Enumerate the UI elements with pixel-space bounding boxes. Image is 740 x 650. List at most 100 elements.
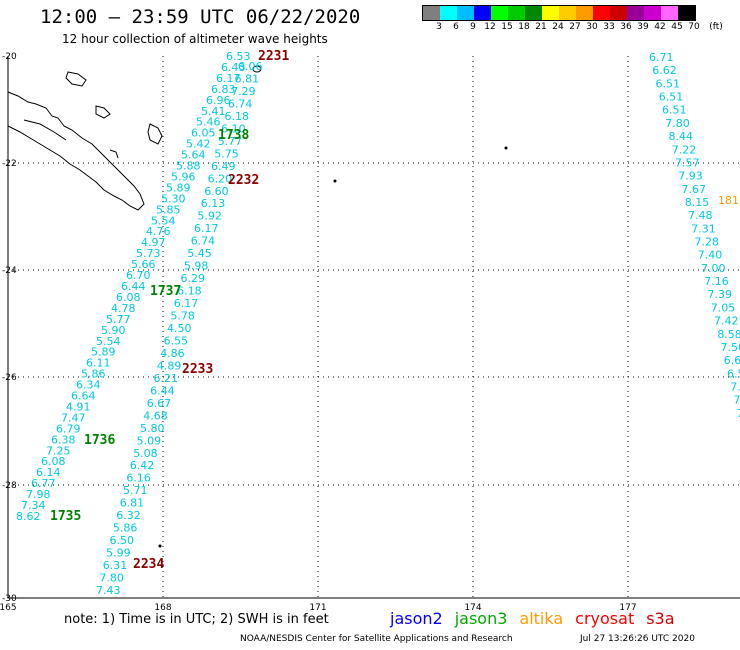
- swh-value-east-track: 7: [737, 407, 740, 420]
- swh-value-east-track: 8.44: [669, 130, 694, 143]
- swh-value-west-track: 6.81: [120, 497, 145, 510]
- swh-value-east-track: 6.5: [727, 367, 740, 380]
- legend-item-jason2: jason2: [390, 609, 443, 628]
- swh-value-west-track: 5.09: [137, 434, 162, 447]
- swh-value-west-track: 5.90: [101, 324, 126, 337]
- swh-value-east-track: 7.39: [708, 288, 733, 301]
- swh-value-west-track: 6.55: [164, 335, 189, 348]
- satellite-legend: jason2 jason3 altika cryosat s3a: [390, 609, 687, 628]
- color-swatch: [627, 6, 644, 20]
- swh-value-west-track: 8.62: [16, 510, 41, 523]
- swh-value-east-track: 7.40: [698, 249, 723, 262]
- swh-value-west-track: 5.30: [161, 192, 186, 205]
- longitude-label: 171: [309, 603, 326, 613]
- swh-value-west-track: 6.74: [228, 97, 253, 110]
- color-swatch: [508, 6, 525, 20]
- swh-value-west-track: 6.50: [110, 534, 135, 547]
- swh-value-west-track: 6.32: [116, 509, 141, 522]
- color-swatch: [644, 6, 661, 20]
- swh-value-east-track: 7.42: [714, 315, 739, 328]
- color-swatch: [491, 6, 508, 20]
- swh-value-east-track: 7.00: [701, 262, 726, 275]
- swh-value-east-track: 6.51: [656, 77, 681, 90]
- swh-value-west-track: 5.08: [133, 447, 158, 460]
- swh-value-west-track: 6.18: [177, 285, 202, 298]
- swh-value-west-track: 6.77: [31, 477, 56, 490]
- color-scale-label: 6: [453, 22, 459, 32]
- pass-time-label: 1737: [150, 284, 181, 299]
- swh-value-east-track: 7.28: [695, 236, 720, 249]
- swh-value-west-track: 5.86: [113, 522, 137, 535]
- color-scale-label: 33: [603, 22, 615, 32]
- color-scale-label: 70: [688, 22, 700, 32]
- swh-value-west-track: 4.76: [146, 225, 171, 238]
- footer-note: note: 1) Time is in UTC; 2) SWH is in fe…: [64, 612, 329, 627]
- latitude-label: -28: [2, 481, 17, 491]
- swh-value-west-track: 7.29: [231, 85, 256, 98]
- swh-value-west-track: 6.53: [226, 50, 251, 63]
- swh-value-west-track: 5.66: [131, 258, 156, 271]
- swh-value-east-track: 8.58: [717, 328, 740, 341]
- color-swatch: [542, 6, 559, 20]
- color-scale-bar: [422, 5, 696, 21]
- swh-value-west-track: 6.44: [121, 280, 146, 293]
- swh-value-east-track: 7.93: [678, 170, 703, 183]
- swh-value-west-track: 6.14: [36, 466, 61, 479]
- color-scale-unit: (ft): [709, 22, 723, 32]
- swh-value-west-track: 6.83: [211, 83, 236, 96]
- swh-value-west-track: 5.71: [123, 484, 148, 497]
- swh-value-west-track: 6.06: [238, 60, 263, 73]
- swh-value-west-track: 5.89: [91, 346, 116, 359]
- swh-value-west-track: 6.64: [71, 390, 96, 403]
- page-title: 12:00 – 23:59 UTC 06/22/2020: [40, 6, 361, 28]
- swh-value-west-track: 5.64: [181, 149, 206, 162]
- swh-value-west-track: 4.68: [143, 409, 168, 422]
- color-scale-label: 36: [620, 22, 632, 32]
- swh-value-west-track: 5.78: [170, 310, 195, 323]
- swh-value-east-track: 7: [734, 394, 740, 407]
- swh-value-west-track: 6.34: [76, 379, 101, 392]
- swh-value-east-track: 7.67: [682, 183, 707, 196]
- swh-value-west-track: 4.86: [160, 347, 185, 360]
- swh-value-west-track: 4.97: [141, 236, 166, 249]
- swh-value-west-track: 7.43: [96, 584, 121, 597]
- swh-value-west-track: 6.44: [150, 384, 175, 397]
- swh-value-west-track: 5.46: [196, 116, 221, 129]
- swh-value-west-track: 5.41: [201, 105, 226, 118]
- color-swatch: [457, 6, 474, 20]
- swh-value-west-track: 6.10: [221, 122, 246, 135]
- swh-value-west-track: 5.77: [218, 135, 243, 148]
- pass-time-label: 2232: [228, 173, 259, 188]
- swh-value-west-track: 6.16: [126, 472, 150, 485]
- swh-value-east-track: 7.31: [691, 222, 716, 235]
- color-swatch: [610, 6, 627, 20]
- legend-item-altika: altika: [519, 609, 564, 628]
- swh-value-west-track: 5.80: [140, 422, 165, 435]
- longitude-label: 174: [464, 603, 481, 613]
- swh-value-west-track: 5.85: [156, 203, 181, 216]
- swh-value-west-track: 5.45: [187, 247, 212, 260]
- latitude-label: -20: [2, 52, 17, 62]
- swh-value-west-track: 5.88: [176, 160, 201, 173]
- swh-value-east-track: 7.50: [721, 341, 740, 354]
- swh-value-west-track: 7.98: [26, 488, 51, 501]
- swh-value-altika: 181: [718, 194, 739, 207]
- swh-value-west-track: 6.38: [51, 433, 76, 446]
- swh-value-west-track: 6.21: [154, 372, 179, 385]
- pass-time-label: 1735: [50, 509, 81, 524]
- swh-value-west-track: 5.99: [106, 547, 131, 560]
- latitude-label: -26: [2, 373, 17, 383]
- swh-value-west-track: 6.18: [225, 110, 250, 123]
- credit-line: NOAA/NESDIS Center for Satellite Applica…: [240, 634, 513, 644]
- color-swatch: [678, 6, 695, 20]
- color-scale-label: 39: [637, 22, 649, 32]
- swh-value-west-track: 6.60: [204, 185, 229, 198]
- pass-time-labels: 2231 1738 2232 1737 2233 1736 1735 2234: [50, 49, 289, 572]
- swh-value-east-track: 6.71: [649, 51, 674, 64]
- swh-value-west-track: 6.29: [181, 272, 206, 285]
- pass-time-label: 2234: [133, 557, 164, 572]
- swh-value-west-track: 6.74: [191, 235, 216, 248]
- swh-value-east-track: 7.57: [675, 156, 700, 169]
